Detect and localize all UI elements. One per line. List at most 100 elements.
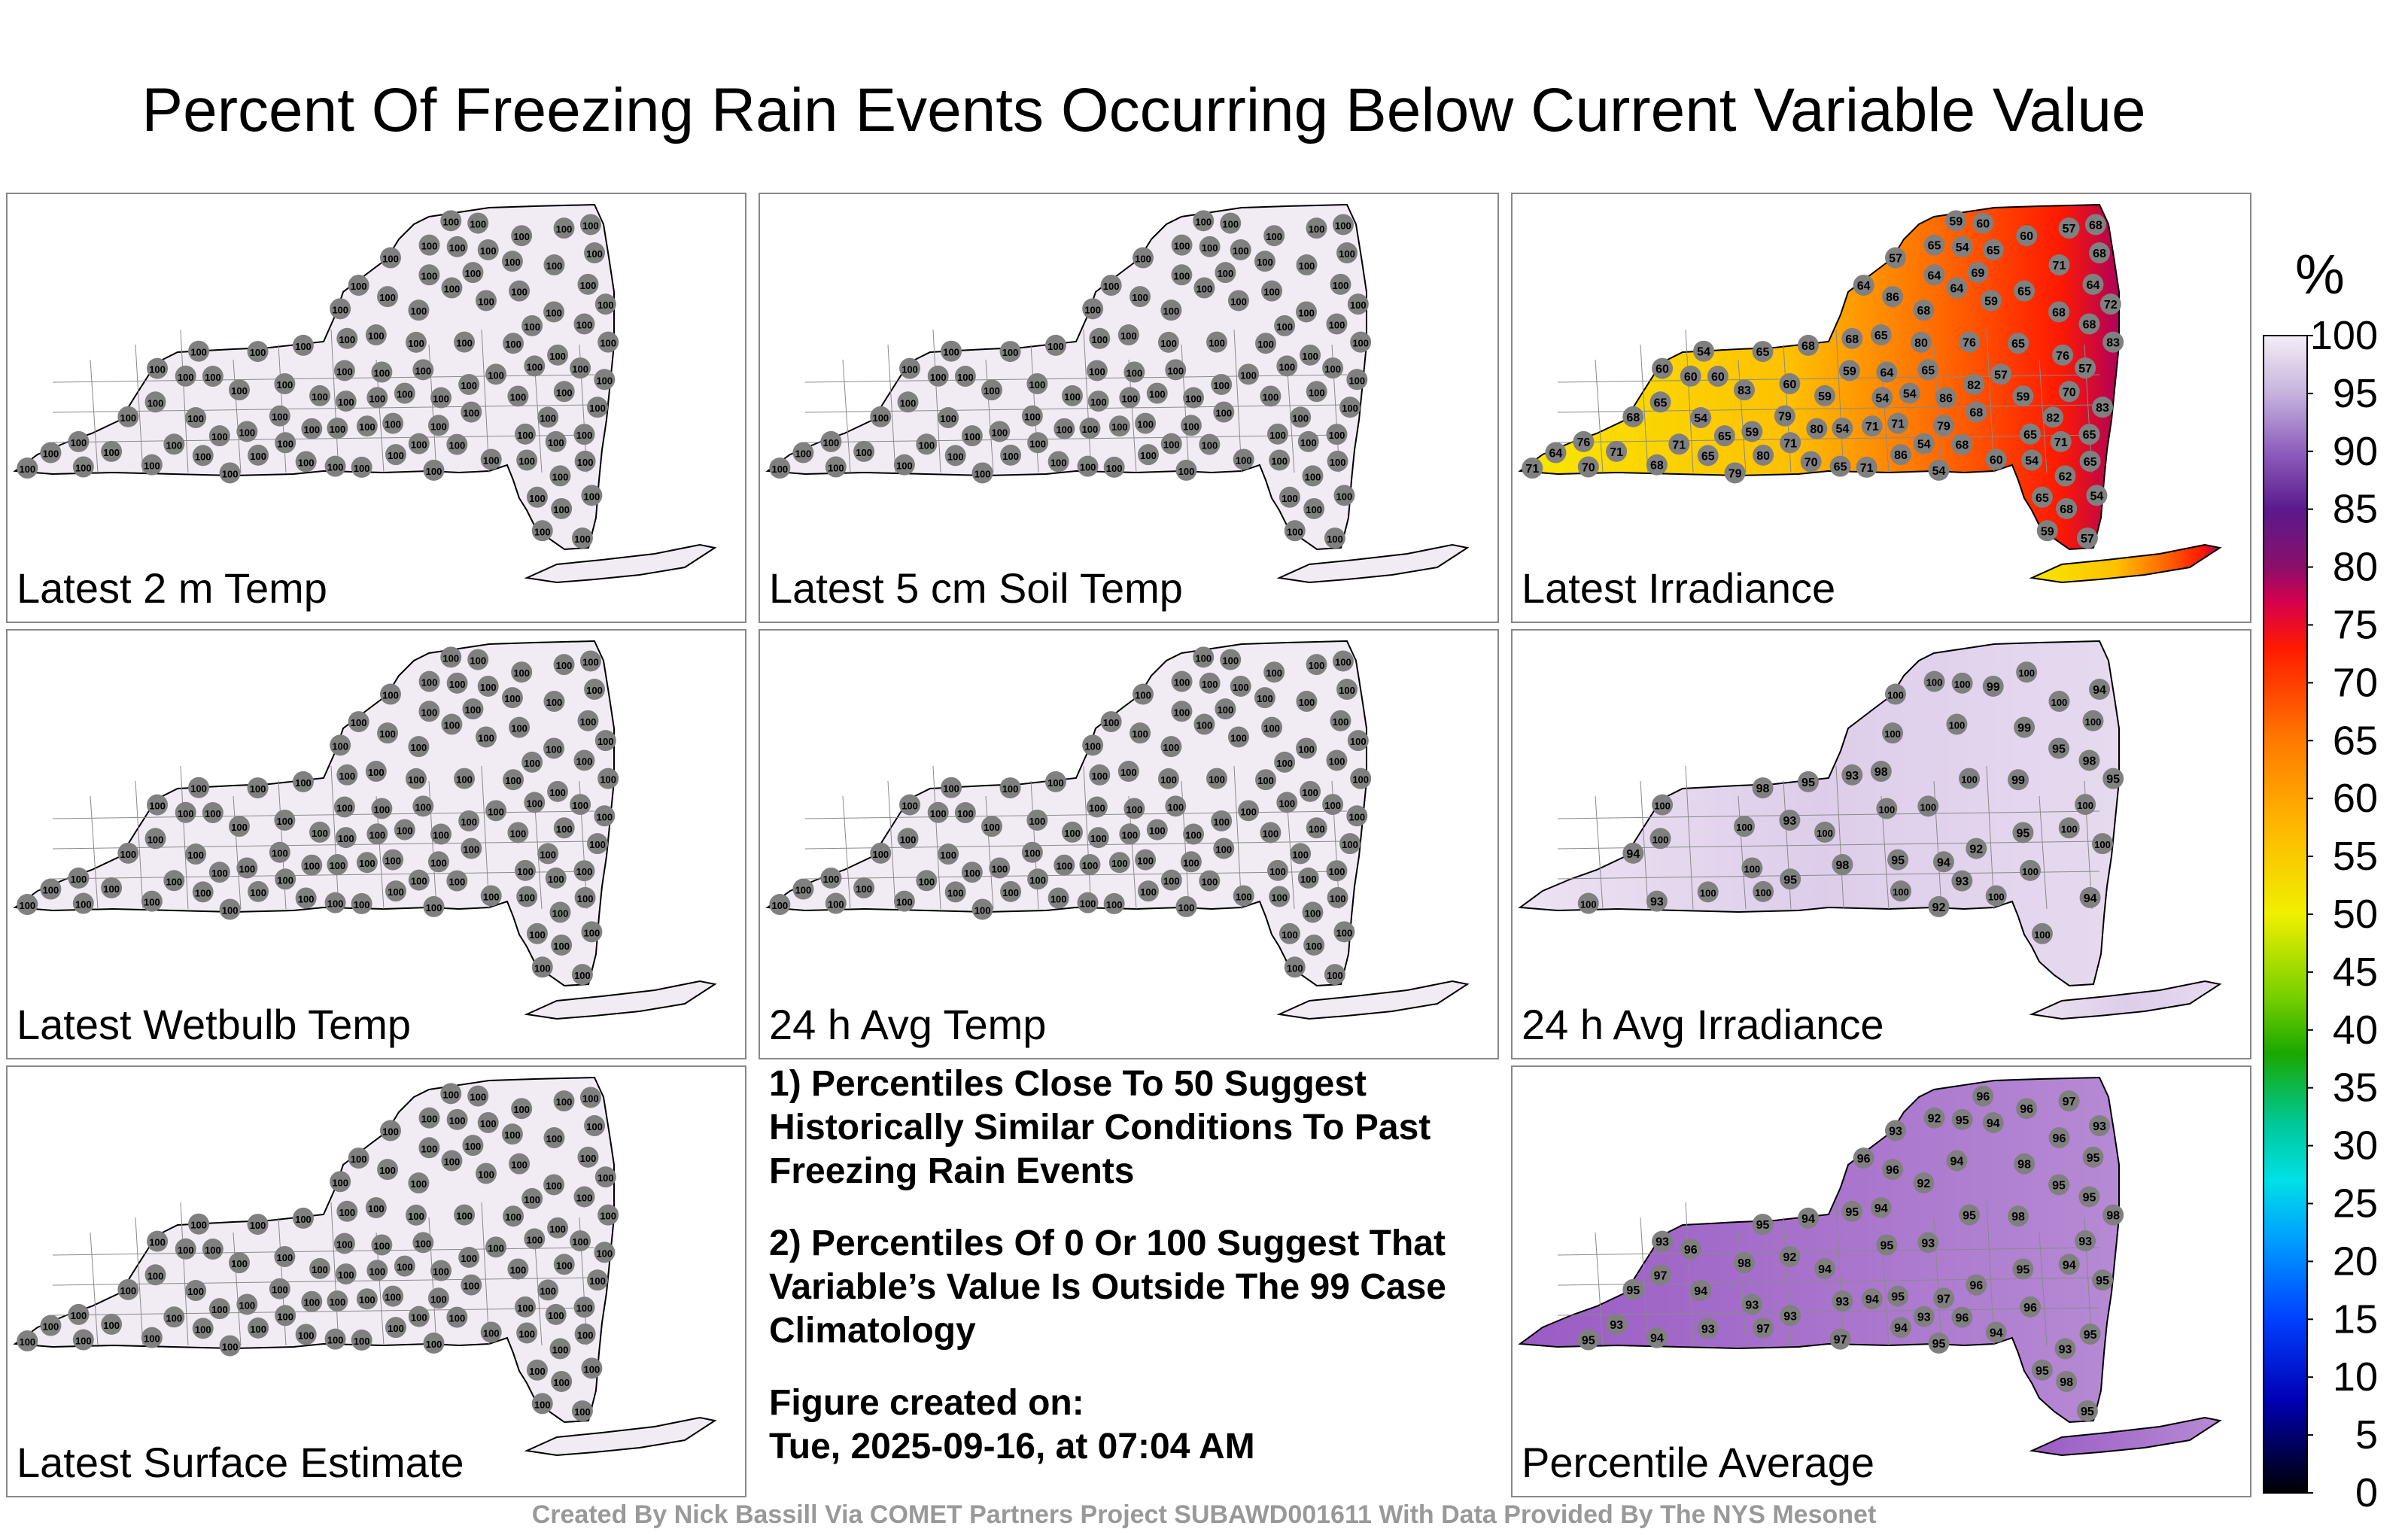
station-marker: 100 [1697, 881, 1719, 903]
station-value: 100 [1002, 887, 1019, 898]
station-marker: 100 [1296, 254, 1318, 276]
station-value: 82 [2046, 412, 2060, 424]
station-value: 97 [2063, 1096, 2076, 1108]
station-marker: 100 [1347, 730, 1369, 752]
station-marker: 68 [2089, 242, 2111, 264]
station-marker: 100 [594, 369, 616, 391]
station-marker: 100 [467, 212, 489, 234]
station-value: 100 [415, 801, 431, 813]
station-marker: 100 [274, 809, 296, 831]
station-marker: 100 [501, 687, 523, 709]
map-24h-avg-irradiance: 100 100 100 100 93 94 95 95 95 98 100 93 100 100 98 99 9… [1518, 640, 2222, 1020]
station-marker: 100 [1130, 286, 1151, 308]
station-value: 100 [442, 652, 459, 664]
station-value: 100 [250, 783, 266, 795]
station-marker: 100 [423, 895, 445, 917]
station-marker: 100 [1346, 369, 1368, 391]
station-marker: 100 [1330, 710, 1351, 731]
station-value: 100 [430, 857, 447, 868]
station-marker: 100 [551, 497, 573, 519]
station-value: 100 [147, 1270, 164, 1281]
station-value: 100 [1306, 941, 1322, 952]
station-marker: 100 [485, 363, 507, 385]
station-value: 100 [426, 1339, 442, 1350]
station-value: 100 [277, 379, 293, 391]
station-marker: 100 [2075, 794, 2096, 816]
station-value: 86 [1939, 393, 1953, 406]
station-marker: 100 [1923, 670, 1945, 692]
station-marker: 100 [899, 357, 921, 379]
station-value: 100 [1185, 394, 1202, 405]
station-marker: 96 [2016, 1098, 2038, 1120]
station-value: 68 [1845, 333, 1859, 346]
station-marker: 100 [1086, 360, 1108, 381]
station-value: 100 [2077, 800, 2093, 811]
station-value: 100 [896, 897, 913, 908]
station-marker: 100 [547, 1217, 569, 1239]
station-marker: 94 [1690, 1280, 1712, 1302]
station-value: 100 [518, 455, 535, 467]
station-marker: 100 [1261, 280, 1283, 302]
station-marker: 100 [423, 1332, 445, 1354]
station-value: 100 [1121, 829, 1138, 840]
station-value: 100 [504, 257, 521, 268]
station-marker: 100 [229, 1252, 251, 1274]
station-marker: 100 [1238, 800, 1260, 822]
station-marker: 100 [999, 777, 1021, 799]
station-value: 100 [580, 1153, 597, 1164]
station-value: 100 [548, 1310, 564, 1321]
station-value: 100 [1149, 825, 1166, 837]
station-value: 100 [828, 463, 844, 474]
station-marker: 71 [1887, 412, 1909, 434]
station-marker: 100 [573, 749, 595, 771]
station-value: 95 [2052, 743, 2066, 755]
station-marker: 100 [941, 340, 962, 362]
station-value: 100 [190, 783, 207, 795]
station-value: 100 [1222, 219, 1239, 230]
station-marker: 100 [579, 650, 601, 672]
station-marker: 93 [1741, 1293, 1763, 1315]
station-marker: 100 [581, 485, 603, 506]
station-marker: 100 [1054, 854, 1075, 876]
station-value: 100 [336, 802, 353, 813]
station-value: 70 [1804, 456, 1818, 469]
station-marker: 93 [1884, 1120, 1906, 1141]
station-marker: 100 [1238, 363, 1260, 385]
station-marker: 100 [462, 698, 484, 720]
station-marker: 100 [1296, 737, 1318, 759]
station-marker: 100 [1082, 734, 1104, 756]
station-marker: 100 [192, 1318, 214, 1339]
panel-label: 24 h Avg Irradiance [1522, 1001, 1884, 1048]
station-value: 100 [211, 1304, 228, 1315]
station-value: 100 [205, 372, 221, 383]
station-value: 100 [272, 848, 288, 859]
station-value: 100 [351, 281, 367, 292]
station-marker: 100 [1193, 713, 1215, 735]
station-value: 100 [277, 1311, 293, 1322]
station-value: 100 [397, 1262, 413, 1273]
station-marker: 100 [961, 425, 983, 447]
station-marker: 94 [1982, 1111, 2004, 1133]
station-marker: 100 [274, 372, 296, 394]
station-marker: 100 [274, 1245, 296, 1267]
station-marker: 71 [2050, 430, 2072, 452]
station-marker: 93 [1779, 809, 1801, 831]
station-value: 100 [272, 1284, 288, 1296]
county-lines [52, 1202, 595, 1346]
station-marker: 100 [1160, 869, 1182, 891]
station-value: 100 [339, 1207, 355, 1218]
station-marker: 80 [1910, 331, 1932, 353]
station-value: 100 [103, 883, 120, 895]
county-lines [1557, 1202, 2100, 1346]
stations: 100 100 100 100 100 100 100 100 100 100 100 100 100 1… [17, 210, 619, 549]
station-value: 93 [1783, 815, 1796, 828]
station-marker: 93 [1951, 870, 1973, 892]
station-value: 100 [478, 732, 494, 743]
station-value: 100 [529, 929, 546, 941]
station-marker: 100 [547, 344, 569, 366]
station-value: 100 [518, 1328, 535, 1339]
station-marker: 100 [371, 798, 393, 819]
station-value: 68 [2093, 248, 2106, 260]
station-marker: 100 [503, 769, 524, 791]
station-marker: 100 [458, 810, 480, 831]
